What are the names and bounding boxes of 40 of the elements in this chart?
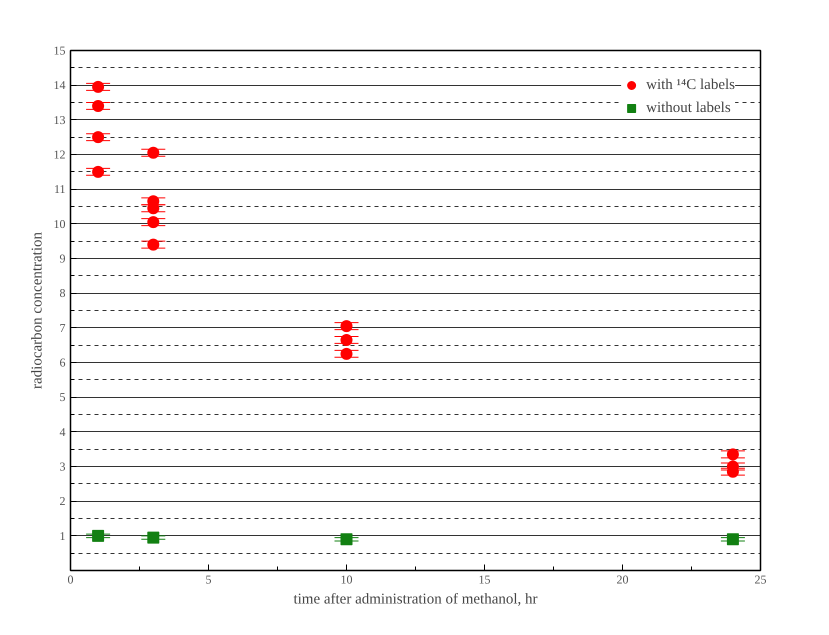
x-tick-label: 0 [68, 572, 74, 586]
point [92, 100, 104, 112]
y-tick-label: 6 [60, 356, 66, 370]
point [147, 216, 160, 228]
point [726, 533, 739, 546]
x-tick-label: 20 [616, 572, 628, 586]
x-tick-label: 10 [340, 572, 352, 586]
x-tick-label: 25 [754, 572, 766, 586]
point [726, 448, 739, 460]
point [92, 530, 104, 542]
y-tick-label: 1 [60, 528, 66, 543]
y-axis-title: radiocarbon concentration [30, 231, 46, 390]
y-tick-label: 4 [60, 424, 66, 439]
point [340, 320, 352, 332]
legend-label: with ¹⁴C labels [646, 76, 735, 94]
legend-label: without labels [646, 100, 731, 116]
x-axis-title: time after administration of methanol, hr [293, 592, 538, 608]
y-tick-label: 10 [54, 216, 66, 231]
x-tick-label: 5 [206, 572, 212, 586]
y-tick-label: 8 [60, 286, 66, 300]
y-tick-label: 2 [60, 494, 66, 508]
y-tick-label: 9 [60, 252, 66, 266]
y-tick-label: 12 [54, 148, 66, 162]
y-tick-label: 15 [54, 44, 66, 58]
point [92, 131, 104, 144]
point [147, 146, 160, 159]
point [147, 238, 160, 251]
point [340, 348, 352, 360]
y-tick-label: 11 [54, 182, 66, 196]
point [340, 533, 352, 546]
y-tick-label: 13 [54, 112, 66, 127]
y-tick-label: 7 [60, 320, 66, 335]
x-tick-label: 15 [478, 572, 490, 586]
y-tick-label: 5 [60, 390, 66, 404]
point [147, 532, 160, 544]
point [92, 80, 104, 93]
point [340, 334, 352, 346]
y-tick-label: 14 [54, 78, 66, 92]
y-tick-label: 3 [60, 460, 66, 474]
point [92, 166, 104, 178]
